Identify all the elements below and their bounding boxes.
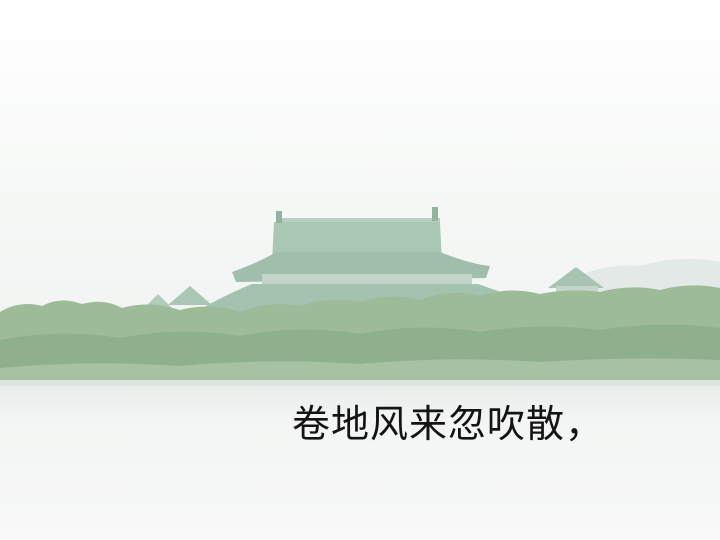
- lake-water: [0, 380, 720, 540]
- poem-caption: 卷地风来忽吹散，: [292, 402, 605, 446]
